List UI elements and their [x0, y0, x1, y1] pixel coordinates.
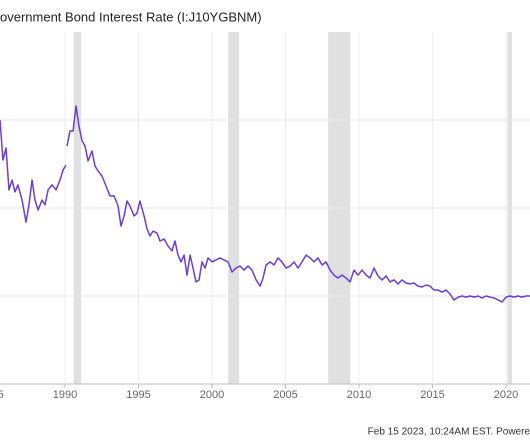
- footer: Feb 15 2023, 10:24AM EST. Powere: [368, 427, 530, 438]
- x-tick-label: 1985: [0, 389, 4, 401]
- x-tick-label: 2015: [420, 389, 444, 401]
- chart-title: overnment Bond Interest Rate (I:J10YGBNM…: [0, 9, 262, 24]
- x-tick-label: 2005: [273, 389, 297, 401]
- x-tick-label: 1990: [53, 389, 77, 401]
- x-tick-label: 2020: [494, 389, 518, 401]
- x-tick-label: 2000: [200, 389, 224, 401]
- x-tick-label: 1995: [126, 389, 150, 401]
- x-tick-label: 2010: [347, 389, 371, 401]
- data-line: [0, 105, 530, 303]
